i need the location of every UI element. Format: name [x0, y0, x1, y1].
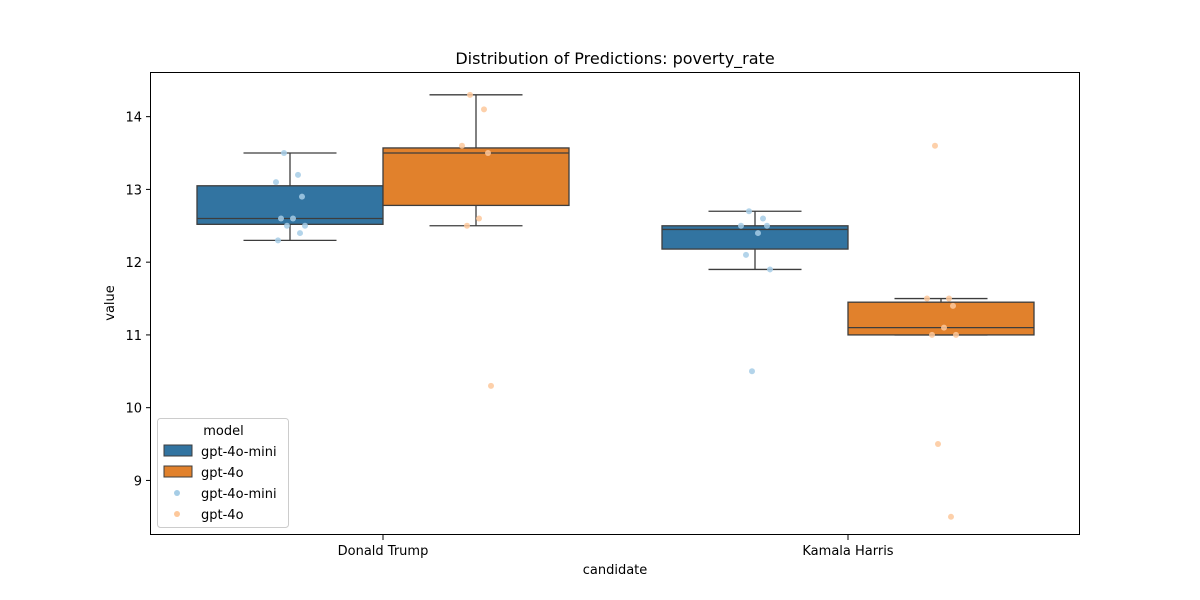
- data-point: [946, 295, 952, 302]
- legend-marker: [174, 511, 180, 517]
- plot-area: [196, 91, 1035, 520]
- data-point: [273, 179, 279, 186]
- y-axis-label: value: [103, 285, 118, 321]
- data-point: [299, 193, 305, 200]
- y-tick-label: 11: [125, 329, 142, 344]
- y-axis: 9 10 11 12 13 14: [125, 111, 151, 489]
- data-point: [284, 222, 290, 229]
- data-point: [295, 171, 301, 178]
- legend-marker: [174, 490, 180, 496]
- data-point: [953, 331, 959, 338]
- legend-label: gpt-4o-mini: [201, 487, 277, 502]
- legend-label: gpt-4o: [201, 508, 244, 523]
- legend-item: gpt-4o: [163, 465, 244, 481]
- y-tick-label: 12: [125, 256, 142, 271]
- y-tick-label: 14: [125, 111, 142, 126]
- y-tick-label: 10: [125, 402, 142, 417]
- data-point: [481, 106, 487, 113]
- legend-swatch: [163, 465, 193, 478]
- box-gpt-4o-0: [382, 91, 570, 389]
- data-point: [755, 230, 761, 237]
- data-point: [302, 222, 308, 229]
- data-point: [467, 91, 473, 98]
- data-point: [760, 215, 766, 222]
- data-point: [743, 251, 749, 258]
- data-point: [924, 295, 930, 302]
- data-point: [278, 215, 284, 222]
- data-point: [929, 331, 935, 338]
- data-point: [464, 222, 470, 229]
- legend: model gpt-4o-mini gpt-4o gpt-4o-mini gpt-4o: [157, 418, 289, 528]
- legend-item: gpt-4o-mini: [163, 444, 277, 460]
- data-point: [275, 237, 281, 244]
- box-iqr: [661, 225, 849, 250]
- x-tick-label: Donald Trump: [338, 544, 429, 559]
- box-iqr: [382, 147, 570, 207]
- legend-item: gpt-4o-mini: [174, 487, 277, 502]
- legend-label: gpt-4o: [201, 466, 244, 481]
- axes-frame: [150, 72, 1080, 535]
- data-point: [948, 513, 954, 520]
- data-point: [738, 222, 744, 229]
- x-tick-label: Kamala Harris: [802, 544, 893, 559]
- x-axis-label: candidate: [583, 563, 648, 578]
- data-point: [290, 215, 296, 222]
- data-point: [950, 302, 956, 309]
- data-point: [767, 266, 773, 273]
- data-point: [281, 150, 287, 157]
- data-point: [941, 324, 947, 331]
- legend-label: gpt-4o-mini: [201, 445, 277, 460]
- data-point: [488, 382, 494, 389]
- legend-swatch: [163, 444, 193, 457]
- box-gpt-4o-1: [847, 142, 1035, 520]
- chart-title: Distribution of Predictions: poverty_rat…: [455, 49, 774, 69]
- data-point: [746, 208, 752, 215]
- box-gpt-4o-mini-0: [196, 150, 384, 244]
- legend-title: model: [203, 424, 243, 439]
- y-tick-label: 13: [125, 183, 142, 198]
- box-gpt-4o-mini-1: [661, 208, 849, 375]
- data-point: [935, 441, 941, 448]
- box-iqr: [847, 301, 1035, 336]
- legend-item: gpt-4o: [174, 508, 244, 523]
- data-point: [485, 150, 491, 157]
- data-point: [476, 215, 482, 222]
- data-point: [459, 142, 465, 149]
- data-point: [764, 222, 770, 229]
- data-point: [297, 230, 303, 237]
- data-point: [932, 142, 938, 149]
- y-tick-label: 9: [134, 474, 142, 489]
- data-point: [749, 368, 755, 375]
- x-axis: Donald Trump Kamala Harris: [338, 535, 894, 559]
